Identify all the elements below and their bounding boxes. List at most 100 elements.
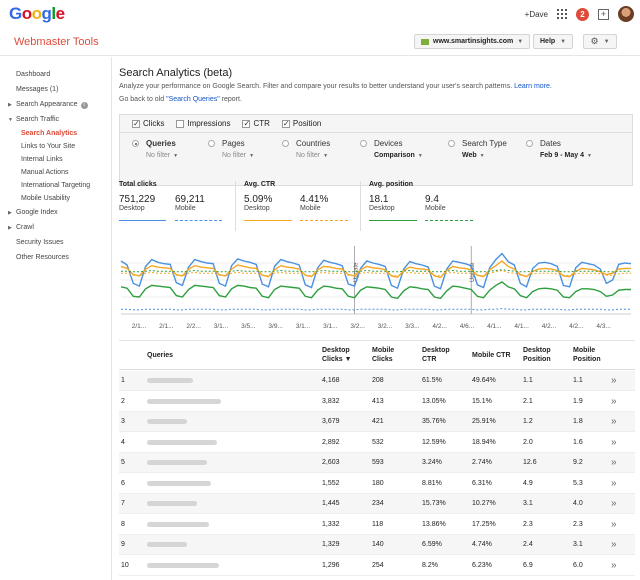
col-header-mobile-position[interactable]: Mobile Position bbox=[573, 346, 601, 364]
filter-dropdown[interactable]: Web ▼ bbox=[462, 152, 485, 159]
sidebar-item-mobile-usability[interactable]: Mobile Usability bbox=[21, 195, 71, 202]
sidebar-item-internal-links[interactable]: Internal Links bbox=[21, 156, 63, 163]
sidebar-item-search-traffic[interactable]: ▼ Search Traffic bbox=[0, 112, 111, 127]
radio-button[interactable] bbox=[132, 140, 139, 147]
table-row[interactable]: 9 1,329 140 6.59% 4.74% 2.4 3.1 » bbox=[119, 535, 635, 555]
expand-row-icon[interactable]: » bbox=[611, 395, 617, 407]
expand-row-icon[interactable]: » bbox=[611, 518, 617, 530]
col-header-line: Clicks bbox=[372, 356, 393, 363]
table-row[interactable]: 5 2,603 593 3.24% 2.74% 12.6 9.2 » bbox=[119, 453, 635, 473]
expand-row-icon[interactable]: » bbox=[611, 477, 617, 489]
sidebar-item-crawl[interactable]: ▶ Crawl bbox=[0, 220, 111, 235]
chevron-down-icon: ▼ bbox=[586, 153, 592, 159]
query-text-redacted[interactable] bbox=[147, 542, 187, 547]
avatar[interactable] bbox=[618, 6, 634, 22]
query-text-redacted[interactable] bbox=[147, 378, 193, 383]
help-button[interactable]: Help ▼ bbox=[533, 34, 574, 49]
search-queries-link[interactable]: "Search Queries" bbox=[166, 96, 220, 103]
settings-button[interactable]: ⚙ ▼ bbox=[583, 34, 617, 49]
query-text-redacted[interactable] bbox=[147, 562, 219, 568]
metric-impressions-checkbox[interactable]: Impressions bbox=[176, 119, 230, 128]
query-text-redacted[interactable] bbox=[147, 480, 211, 486]
table-row[interactable]: 4 2,892 532 12.59% 18.94% 2.0 1.6 » bbox=[119, 433, 635, 453]
table-row[interactable]: 10 1,296 254 8.2% 6.23% 6.9 6.0 » bbox=[119, 556, 635, 576]
query-text-redacted[interactable] bbox=[147, 398, 221, 404]
radio-button[interactable] bbox=[208, 140, 215, 147]
col-header-mobile-ctr[interactable]: Mobile CTR bbox=[472, 352, 511, 359]
query-text-redacted[interactable] bbox=[147, 460, 207, 465]
cell-m-ctr: 6.23% bbox=[472, 561, 492, 569]
sidebar-item-links-to-your-site[interactable]: Links to Your Site bbox=[21, 143, 76, 150]
series-mobile-position bbox=[121, 269, 631, 273]
expand-row-icon[interactable]: » bbox=[611, 416, 617, 427]
radio-button[interactable] bbox=[360, 140, 367, 147]
radio-button[interactable] bbox=[526, 140, 533, 147]
sidebar-item-manual-actions[interactable]: Manual Actions bbox=[21, 169, 69, 176]
col-header-mobile-clicks[interactable]: Mobile Clicks bbox=[372, 346, 394, 364]
cell-d-clicks: 1,332 bbox=[322, 520, 340, 528]
table-row[interactable]: 1 4,168 208 61.5% 49.64% 1.1 1.1 » bbox=[119, 371, 635, 391]
col-header-queries[interactable]: Queries bbox=[147, 352, 174, 359]
stat-title: Avg. CTR bbox=[244, 181, 276, 188]
radio-button[interactable] bbox=[448, 140, 455, 147]
filter-dropdown[interactable]: No filter ▼ bbox=[222, 152, 254, 159]
notifications-badge[interactable]: 2 bbox=[576, 7, 589, 21]
chevron-right-icon: ▶ bbox=[8, 225, 12, 231]
col-header-desktop-ctr[interactable]: Desktop CTR bbox=[422, 346, 450, 364]
cell-d-clicks: 1,445 bbox=[322, 500, 340, 507]
cell-d-ctr: 6.59% bbox=[422, 541, 442, 548]
metric-ctr-checkbox[interactable]: ✓ CTR bbox=[242, 119, 270, 128]
filter-dropdown[interactable]: No filter ▼ bbox=[296, 152, 328, 159]
filter-dropdown[interactable]: Feb 9 - May 4 ▼ bbox=[540, 152, 592, 159]
page-title: Search Analytics (beta) bbox=[119, 67, 233, 79]
learn-more-link[interactable]: Learn more. bbox=[514, 83, 552, 90]
avg-position-group: Avg. position 18.1 Desktop 9.4 Mobile bbox=[360, 181, 484, 231]
series-desktop-ctr bbox=[120, 260, 631, 279]
expand-row-icon[interactable]: » bbox=[611, 539, 617, 550]
sidebar-item-google-index[interactable]: ▶ Google Index bbox=[0, 205, 111, 220]
radio-button[interactable] bbox=[282, 140, 289, 147]
table-row[interactable]: 2 3,832 413 13.05% 15.1% 2.1 1.9 » bbox=[119, 392, 635, 412]
metric-clicks-checkbox[interactable]: ✓ Clicks bbox=[132, 119, 164, 128]
dimension-label: Queries bbox=[146, 139, 176, 148]
info-icon[interactable]: i bbox=[80, 102, 88, 109]
help-label: Help bbox=[540, 38, 556, 45]
table-row[interactable]: 8 1,332 118 13.86% 17.25% 2.3 2.3 » bbox=[119, 515, 635, 535]
share-icon[interactable]: + bbox=[598, 8, 609, 20]
google-logo[interactable]: Google bbox=[9, 4, 65, 24]
query-text-redacted[interactable] bbox=[147, 521, 209, 527]
sidebar-item-messages[interactable]: Messages (1) bbox=[16, 86, 59, 93]
metric-position-checkbox[interactable]: ✓ Position bbox=[281, 119, 321, 128]
expand-row-icon[interactable]: » bbox=[611, 457, 617, 468]
filter-dropdown[interactable]: Comparison ▼ bbox=[374, 152, 423, 159]
sidebar-item-security-issues[interactable]: Security Issues bbox=[16, 239, 64, 246]
col-header-desktop-position[interactable]: Desktop Position bbox=[523, 346, 551, 364]
table-row[interactable]: 3 3,679 421 35.76% 25.91% 1.2 1.8 » bbox=[119, 412, 635, 432]
dimension-label: Devices bbox=[374, 139, 403, 148]
expand-row-icon[interactable]: » bbox=[611, 436, 617, 448]
expand-row-icon[interactable]: » bbox=[611, 559, 617, 571]
table-row[interactable]: 6 1,552 180 8.81% 6.31% 4.9 5.3 » bbox=[119, 474, 635, 494]
col-header-desktop-clicks[interactable]: Desktop Clicks ▼ bbox=[322, 346, 352, 364]
site-selector[interactable]: www.smartinsights.com ▼ bbox=[414, 34, 531, 49]
query-text-redacted[interactable] bbox=[147, 439, 217, 445]
query-text-redacted[interactable] bbox=[147, 419, 187, 424]
user-profile-link[interactable]: +Dave bbox=[524, 9, 548, 19]
mobile-position-stat: 9.4 Mobile bbox=[425, 194, 446, 212]
apps-grid-icon[interactable] bbox=[557, 9, 567, 19]
expand-row-icon[interactable]: » bbox=[611, 375, 617, 386]
cell-n: 6 bbox=[121, 479, 125, 487]
sidebar-item-other-resources[interactable]: Other Resources bbox=[16, 254, 69, 261]
sidebar-item-search-analytics[interactable]: Search Analytics bbox=[21, 130, 78, 137]
cell-n: 4 bbox=[121, 438, 125, 446]
sidebar-item-dashboard[interactable]: Dashboard bbox=[16, 71, 51, 78]
query-text-redacted[interactable] bbox=[147, 501, 197, 506]
product-title[interactable]: Webmaster Tools bbox=[14, 36, 99, 48]
sidebar-item-international-targeting[interactable]: International Targeting bbox=[21, 182, 91, 189]
table-row[interactable]: 7 1,445 234 15.73% 10.27% 3.1 4.0 » bbox=[119, 494, 635, 514]
sidebar-item-search-appearance[interactable]: ▶ Search Appearance i bbox=[0, 97, 111, 112]
filter-dropdown[interactable]: No filter ▼ bbox=[146, 152, 178, 159]
expand-row-icon[interactable]: » bbox=[611, 498, 617, 509]
cell-d-ctr: 8.2% bbox=[422, 561, 438, 569]
